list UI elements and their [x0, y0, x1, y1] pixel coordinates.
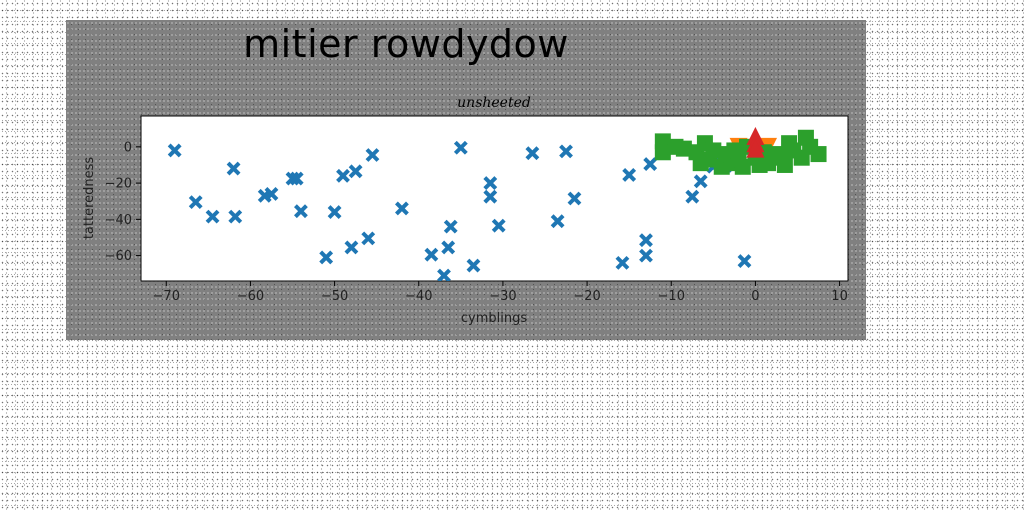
- x-tick-label: −60: [237, 289, 264, 304]
- scatter-point-x: [361, 231, 376, 246]
- scatter-point-x: [491, 218, 506, 233]
- scatter-point-x: [483, 189, 498, 204]
- scatter-point-x: [327, 205, 342, 220]
- scatter-point-triangle-up: [746, 139, 765, 158]
- scatter-point-x: [226, 161, 241, 176]
- scatter-point-x: [639, 248, 653, 263]
- scatter-point-x: [188, 195, 203, 210]
- x-tick-label: −70: [153, 289, 180, 304]
- y-axis-label: tatteredness: [82, 157, 97, 240]
- scatter-point-x: [483, 176, 498, 191]
- x-axis-label: cymblings: [461, 311, 527, 326]
- x-tick-label: 0: [751, 289, 759, 304]
- scatter-point-x: [615, 255, 630, 270]
- scatter-point-x: [319, 250, 334, 265]
- scatter-point-x: [685, 189, 700, 204]
- scatter-point-x: [693, 174, 708, 189]
- scatter-point-x: [365, 148, 380, 162]
- figure-panel: mitier rowdydow unsheeted −70 −60 −50 −40 −3…: [66, 20, 866, 340]
- scatter-point-square: [734, 158, 751, 175]
- scatter-point-x: [639, 233, 653, 248]
- scatter-point-square: [675, 140, 692, 157]
- scatter-point-x: [344, 240, 359, 255]
- y-tick-label: −40: [105, 213, 132, 228]
- figure-suptitle: mitier rowdydow: [243, 22, 569, 66]
- y-tick-label: −20: [105, 177, 132, 192]
- scatter-point-x: [737, 254, 752, 268]
- scatter-point-x: [348, 164, 363, 179]
- x-tick-label: −30: [489, 289, 516, 304]
- scatter-point-x: [453, 140, 468, 155]
- scatter-point-square: [776, 156, 793, 173]
- x-tick-label: −50: [321, 289, 348, 304]
- scatter-point-square: [810, 146, 827, 163]
- scatter-point-x: [622, 168, 637, 182]
- scatter-point-x: [167, 143, 182, 158]
- scatter-point-x: [643, 157, 658, 171]
- x-tick-label: −20: [573, 289, 600, 304]
- x-tick-label: −40: [405, 289, 432, 304]
- scatter-point-x: [437, 268, 451, 281]
- scatter-point-x: [424, 247, 439, 262]
- scatter-point-x: [567, 191, 582, 206]
- scatter-point-x: [264, 187, 279, 201]
- scatter-point-square: [705, 142, 722, 159]
- scatter-point-x: [228, 209, 243, 224]
- x-tick-label: 10: [831, 289, 848, 304]
- data-marks: [167, 126, 827, 281]
- scatter-point-x: [559, 144, 573, 159]
- x-axis-ticks: −70 −60 −50 −40 −30 −20 −10 0 10: [153, 281, 848, 304]
- y-tick-label: −60: [105, 249, 132, 264]
- scatter-point-x: [395, 201, 409, 216]
- scatter-point-x: [443, 219, 458, 234]
- scatter-point-x: [336, 168, 350, 183]
- x-tick-label: −10: [658, 289, 685, 304]
- scatter-chart: unsheeted −70 −60 −50 −40 −30 −20 −10 0 10 0−20−…: [82, 95, 849, 326]
- scatter-point-x: [441, 240, 456, 255]
- scatter-point-square: [654, 144, 671, 161]
- y-tick-label: 0: [124, 140, 132, 155]
- scatter-point-x: [289, 171, 304, 186]
- scatter-point-x: [285, 171, 300, 186]
- scatter-point-x: [550, 214, 565, 229]
- axes-title: unsheeted: [457, 95, 531, 111]
- scatter-point-x: [294, 204, 308, 219]
- scatter-point-x: [205, 209, 220, 224]
- scatter-point-x: [525, 146, 540, 161]
- scatter-point-x: [466, 258, 481, 273]
- y-axis-ticks: 0 −20 −40 −60: [105, 140, 141, 264]
